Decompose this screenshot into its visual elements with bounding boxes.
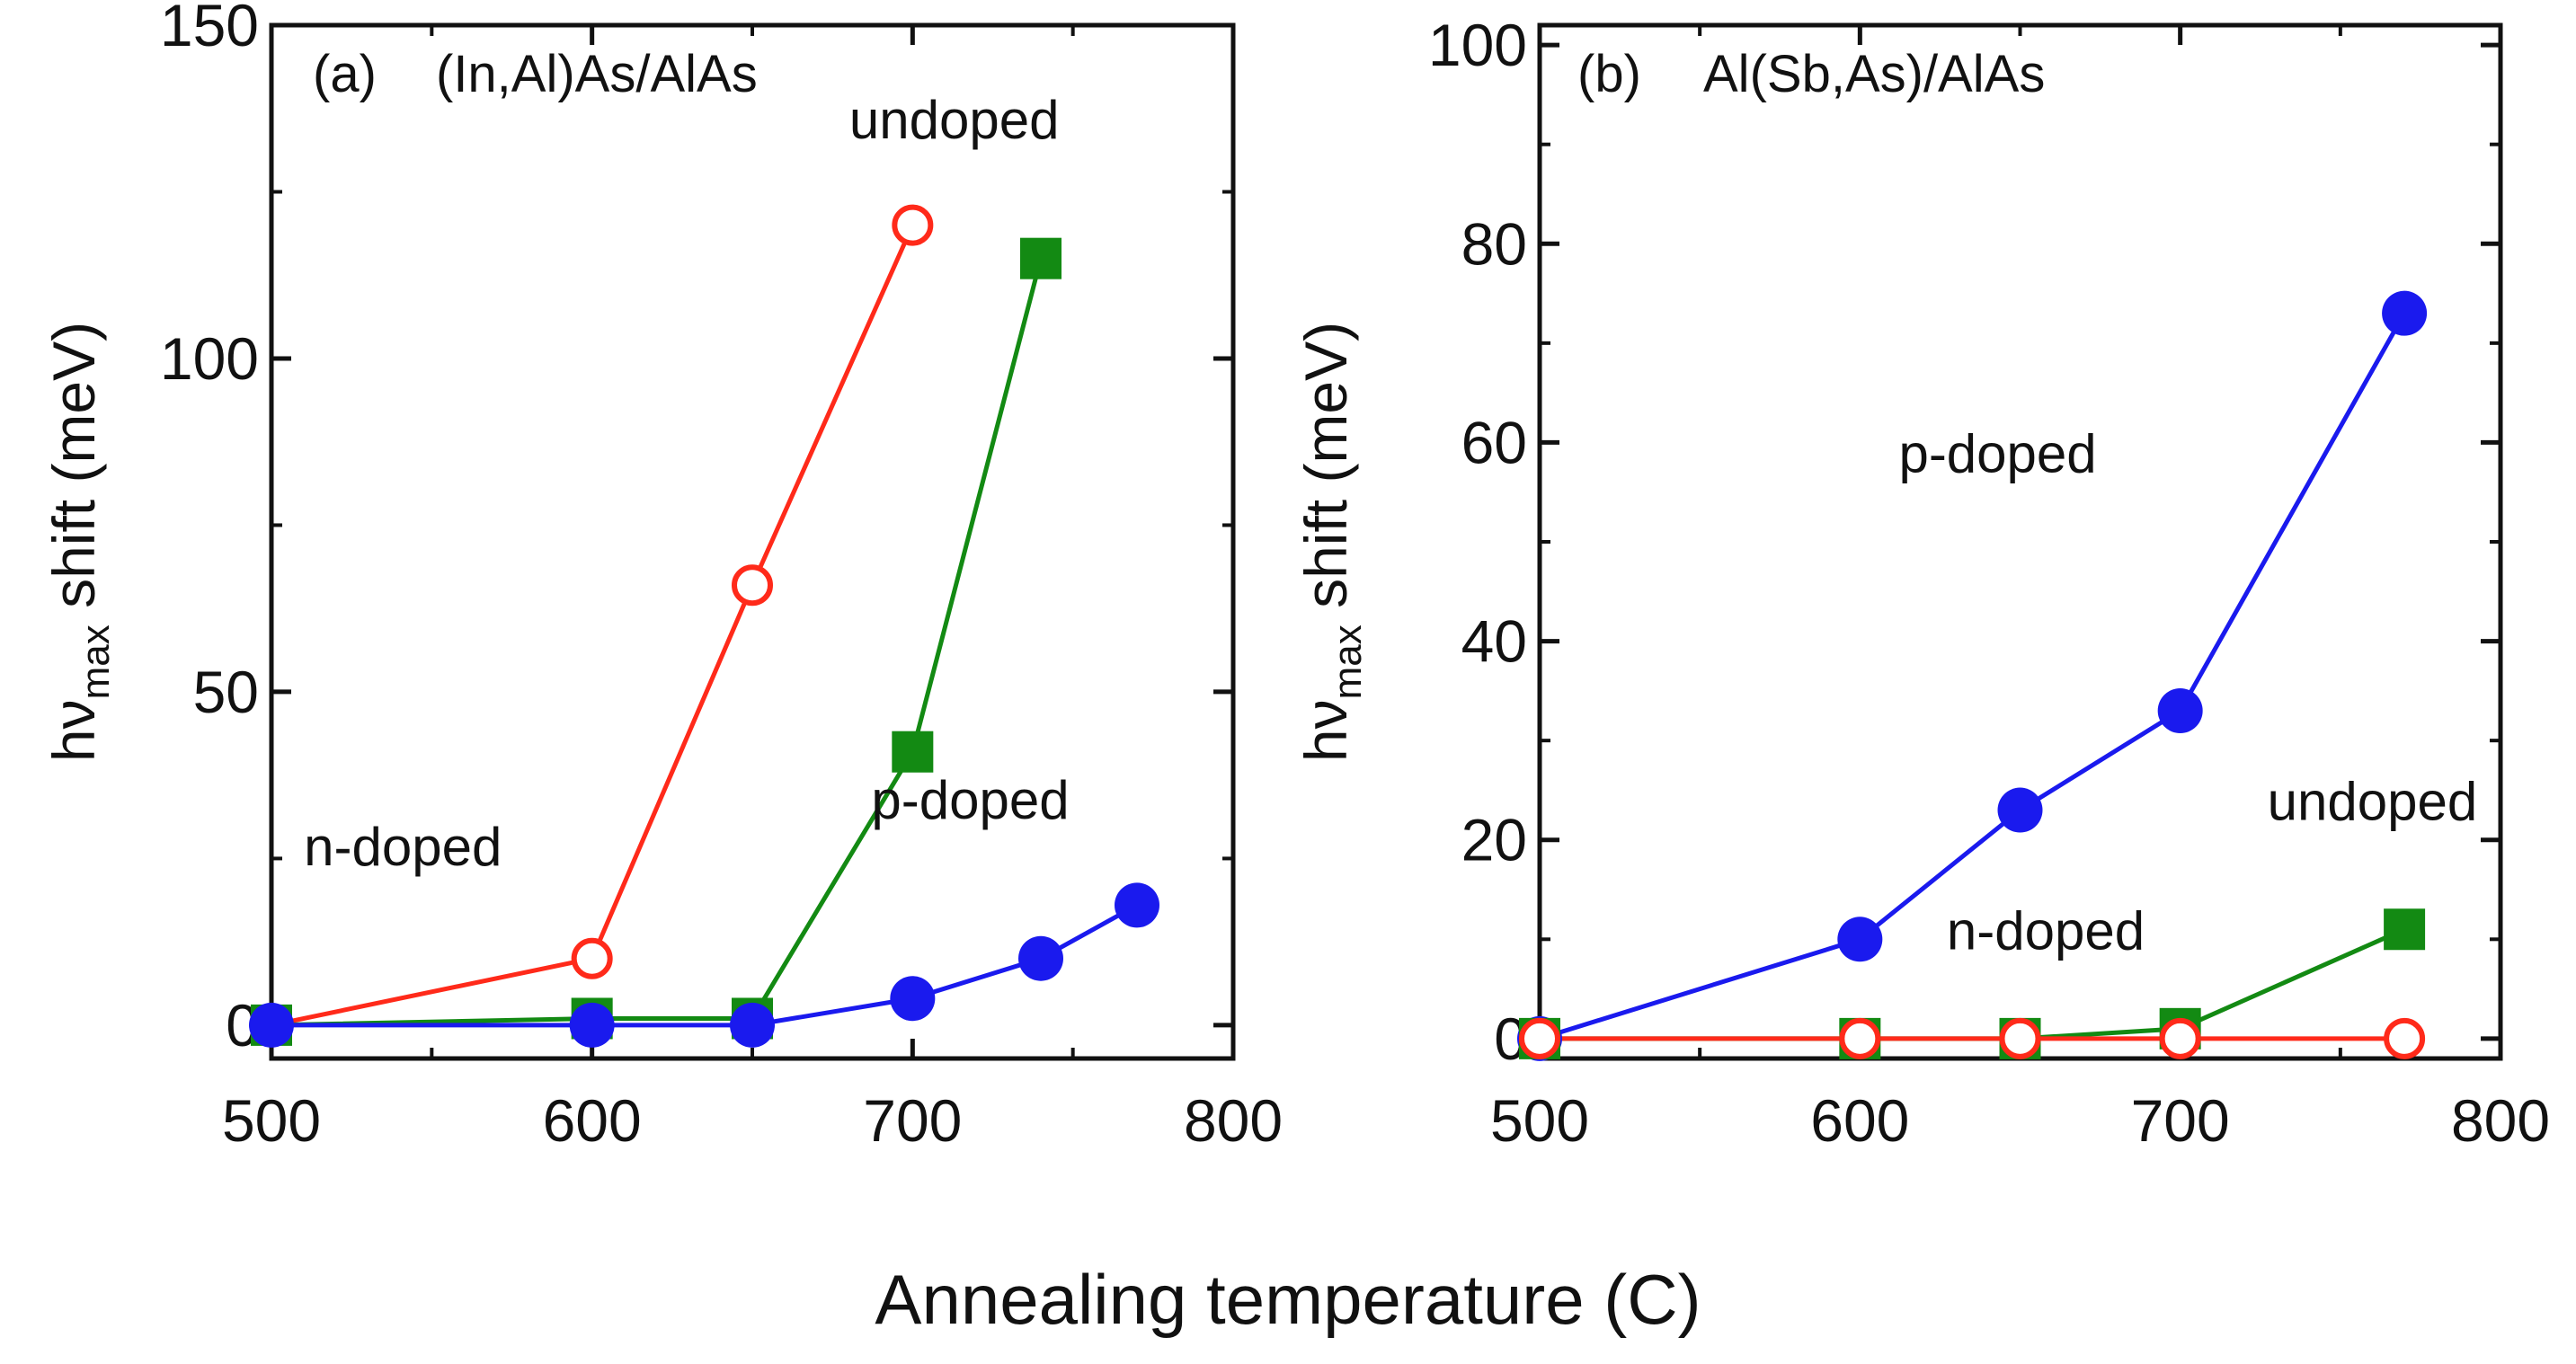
annotation-n-doped: n-doped [1947,900,2145,961]
annotation-n-doped: n-doped [304,817,502,877]
data-point-p-doped [2157,687,2203,733]
y-axis-title-subscript: max [74,624,118,699]
data-point-n-doped [2159,1017,2201,1059]
data-point-p-doped [2382,290,2428,336]
panel-label: (a) [313,45,377,103]
series-line-undoped [271,258,1044,1028]
x-tick-label: 700 [2131,1087,2230,1154]
y-tick-label: 20 [1461,807,1527,873]
data-point-undoped [2384,908,2426,951]
y-tick-label: 80 [1461,210,1527,277]
data-point-p-doped [1837,917,1883,962]
x-tick-label: 500 [1490,1087,1589,1154]
y-tick-label: 60 [1461,409,1527,475]
data-point-n-doped [1519,1017,1560,1059]
y-tick-label: 150 [160,0,259,58]
annotation-undoped: undoped [2268,772,2478,832]
x-tick-label: 600 [543,1087,642,1154]
series-line-p-doped [271,903,1139,1028]
x-tick-label: 800 [2451,1087,2550,1154]
data-point-p-doped [730,1002,775,1048]
data-point-undoped [1020,237,1061,279]
y-axis-title: hνmax shift (meV) [1292,322,1370,762]
data-point-p-doped [1018,935,1063,981]
data-point-n-doped [571,937,613,979]
y-axis-title-subscript: max [1326,624,1370,699]
y-axis-title-main: hν [1292,699,1359,762]
series-line-n-doped [271,224,915,1028]
panel-title: Al(Sb,As)/AlAs [1703,45,2045,103]
data-point-p-doped [890,976,936,1022]
x-tick-label: 700 [863,1087,962,1154]
x-tick-label: 500 [222,1087,321,1154]
data-point-n-doped [892,204,934,246]
y-axis-title: hνmax shift (meV) [40,322,118,762]
x-axis-title: Annealing temperature (C) [875,1260,1701,1339]
y-tick-label: 100 [1428,12,1527,78]
y-axis-title-rest: shift (meV) [1292,322,1359,624]
annotation-p-doped: p-doped [871,770,1069,830]
data-point-n-doped [2384,1017,2426,1059]
x-tick-label: 600 [1810,1087,1909,1154]
annotation-p-doped: p-doped [1898,424,2096,484]
data-point-n-doped [1839,1017,1881,1059]
data-point-n-doped [732,564,773,607]
annotation-undoped: undoped [849,90,1060,150]
y-axis-title-rest: shift (meV) [40,322,107,624]
panel-label: (b) [1577,45,1641,103]
data-point-p-doped [249,1002,294,1048]
data-point-n-doped [1999,1017,2041,1059]
y-tick-label: 40 [1461,608,1527,675]
y-axis-title-main: hν [40,699,107,762]
y-tick-label: 100 [160,325,259,392]
y-tick-label: 50 [193,659,259,725]
x-tick-label: 800 [1184,1087,1283,1154]
panel-title: (In,Al)As/AlAs [436,45,758,103]
plot-frame [269,22,1236,1061]
data-point-p-doped [1115,882,1159,928]
data-point-p-doped [1997,787,2043,833]
data-point-undoped [892,731,934,773]
data-point-p-doped [569,1002,615,1048]
